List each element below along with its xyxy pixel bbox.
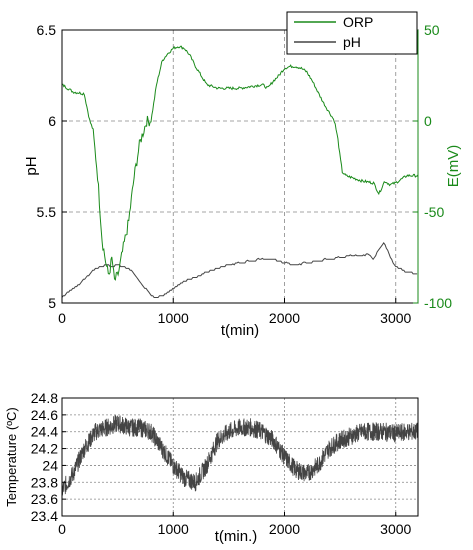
top-y2-tick-label: -100	[424, 295, 452, 311]
top-plot-frame	[61, 29, 419, 304]
legend-label-orp: ORP	[343, 14, 373, 30]
bottom-x-tick-label: 1000	[158, 521, 189, 537]
bottom-y-tick-label: 24.4	[31, 424, 58, 440]
bottom-y-axis-label: Temperature (ºC)	[4, 407, 19, 506]
bottom-y-tick-label: 24	[42, 457, 58, 473]
top-y-tick-label: 5.5	[37, 204, 57, 220]
top-y2-tick-label: -50	[424, 204, 444, 220]
bottom-x-axis-label: t(min.)	[215, 528, 258, 545]
top-y-tick-label: 6.5	[37, 22, 57, 38]
bottom-plot-frame	[61, 397, 419, 517]
bottom-ticks: 0 1000 2000 3000 23.423.623.82424.224.424.62…	[31, 390, 412, 537]
top-x-tick-label: 3000	[380, 310, 411, 326]
top-y2-tick-label: 50	[424, 22, 440, 38]
bottom-y-tick-label: 24.6	[31, 407, 58, 423]
legend-box	[286, 11, 418, 55]
top-series	[61, 45, 419, 298]
top-ticks: 0 1000 2000 3000 5 5.5 6 6.5 -100 -50 0 50	[37, 22, 453, 326]
top-chart: 0 1000 2000 3000 5 5.5 6 6.5 -100 -50 0 50 t(min) p…	[23, 11, 462, 339]
bottom-y-tick-label: 23.4	[31, 508, 58, 524]
top-y-tick-label: 5	[48, 295, 56, 311]
bottom-y-tick-label: 23.6	[31, 491, 58, 507]
top-x-tick-label: 1000	[158, 310, 189, 326]
legend: ORP pH	[286, 11, 418, 55]
bottom-y-tick-label: 23.8	[31, 474, 58, 490]
legend-label-ph: pH	[343, 34, 361, 50]
bottom-x-tick-label: 0	[58, 521, 66, 537]
top-x-tick-label: 2000	[269, 310, 300, 326]
top-x-axis-label: t(min)	[221, 322, 259, 339]
bottom-chart: 0 1000 2000 3000 23.423.623.82424.224.424.62…	[4, 390, 419, 545]
top-y-axis-label: pH	[23, 156, 40, 175]
top-y-tick-label: 6	[48, 113, 56, 129]
bottom-x-tick-label: 2000	[269, 521, 300, 537]
bottom-series	[61, 415, 419, 496]
bottom-y-tick-label: 24.8	[31, 390, 58, 406]
series-ph-line	[61, 242, 418, 298]
top-y2-tick-label: 0	[424, 113, 432, 129]
series-orp-line	[62, 45, 419, 281]
bottom-x-tick-label: 3000	[380, 521, 411, 537]
top-x-tick-label: 0	[58, 310, 66, 326]
bottom-y-tick-label: 24.2	[31, 441, 58, 457]
top-y2-axis-label: E(mV)	[445, 145, 462, 188]
series-temperature-line	[61, 415, 419, 496]
top-grid	[62, 30, 418, 303]
